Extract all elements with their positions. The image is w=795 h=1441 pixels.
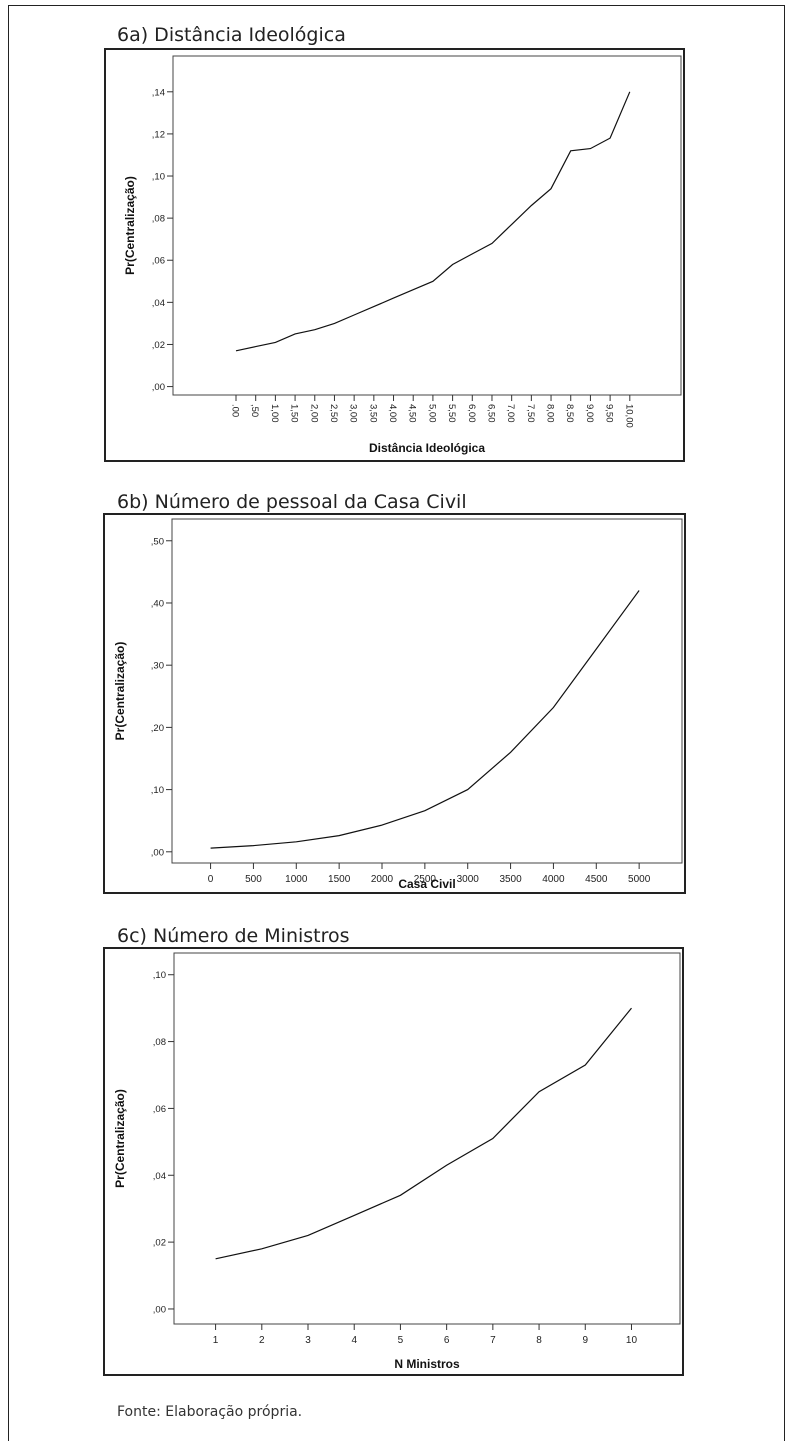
x-tick-label: 2 (259, 1335, 265, 1346)
figure-frame (8, 5, 785, 1441)
x-tick-label: 5,00 (426, 404, 437, 423)
plot-area (173, 952, 681, 1325)
x-tick-label: 10 (626, 1335, 638, 1346)
x-tick-label: 9,00 (584, 404, 595, 423)
y-tick-label: ,10 (153, 970, 166, 981)
x-tick-label: 2,00 (308, 404, 319, 423)
x-tick-label: 3500 (499, 874, 522, 885)
y-axis-label: Pr(Centralização) (123, 176, 137, 275)
plot-area (171, 518, 683, 864)
chart-panel-6c: ,00 ,02 ,04 ,06 ,08 ,10 1 2 3 4 5 6 7 8 9 10 N Ministros… (103, 947, 684, 1376)
source-note: Fonte: Elaboração própria. (117, 1404, 303, 1420)
x-tick-label: ,50 (249, 404, 260, 417)
y-tick-label: ,50 (151, 536, 164, 547)
x-tick-label: 8 (536, 1335, 542, 1346)
x-tick-label: 5,50 (446, 404, 457, 423)
x-tick-label: 1 (213, 1335, 219, 1346)
x-tick-label: 9 (582, 1335, 588, 1346)
x-tick-label: 7 (490, 1335, 496, 1346)
x-tick-label: 0 (208, 874, 214, 885)
panel-title-6c: 6c) Número de Ministros (117, 925, 350, 947)
x-tick-label: 7,00 (505, 404, 516, 423)
chart-panel-6a: ,00 ,02 ,04 ,06 ,08 ,10 ,12 ,14 .00 ,50 1,00 1,50 2,… (104, 48, 685, 462)
series-line (235, 91, 631, 352)
x-tick-label: 4,00 (387, 404, 398, 423)
x-axis-label: N Ministros (394, 1357, 460, 1371)
x-tick-label: 2500 (414, 874, 437, 885)
y-tick-label: ,02 (152, 340, 165, 351)
x-axis-label: Distância Ideológica (369, 441, 485, 455)
panel-title-6a: 6a) Distância Ideológica (117, 24, 346, 46)
y-tick-label: ,30 (151, 661, 164, 672)
x-tick-label: 1,50 (289, 404, 300, 423)
y-tick-label: ,12 (152, 129, 165, 140)
y-tick-label: ,10 (151, 785, 164, 796)
y-tick-label: ,08 (153, 1037, 166, 1048)
y-tick-label: ,20 (151, 723, 164, 734)
x-axis-label: Casa Civil (398, 877, 455, 891)
chart-6a: ,00 ,02 ,04 ,06 ,08 ,10 ,12 ,14 .00 ,50 1,00 1,50 2,… (123, 55, 682, 455)
y-tick-label: ,10 (152, 172, 165, 183)
x-tick-label: 1000 (285, 874, 308, 885)
x-tick-label: 4000 (542, 874, 565, 885)
chart-panel-6b: ,00 ,10 ,20 ,30 ,40 ,50 0 500 1000 1500 2000 2500 30… (103, 513, 686, 894)
x-tick-label: 2000 (371, 874, 394, 885)
panel-title-6b: 6b) Número de pessoal da Casa Civil (117, 491, 467, 513)
x-tick-label: 4 (351, 1335, 357, 1346)
y-tick-label: ,00 (152, 382, 165, 393)
x-tick-label: 3000 (457, 874, 480, 885)
y-tick-label: ,40 (151, 598, 164, 609)
x-tick-label: 8,50 (564, 404, 575, 423)
x-tick-label: 3,50 (367, 404, 378, 423)
x-tick-label: 8,00 (545, 404, 556, 423)
x-tick-label: 5000 (628, 874, 651, 885)
x-tick-label: 4500 (585, 874, 608, 885)
x-tick-label: 6,00 (466, 404, 477, 423)
x-tick-label: 3 (305, 1335, 311, 1346)
chart-6c: ,00 ,02 ,04 ,06 ,08 ,10 1 2 3 4 5 6 7 8 9 10 N Ministros… (113, 952, 681, 1371)
y-tick-label: ,14 (152, 87, 165, 98)
x-tick-label: 6,50 (485, 404, 496, 423)
x-tick-label: 2,50 (328, 404, 339, 423)
y-tick-label: ,00 (151, 847, 164, 858)
x-tick-label: 3,00 (348, 404, 359, 423)
x-tick-label: 5 (398, 1335, 404, 1346)
y-axis-label: Pr(Centralização) (113, 642, 127, 741)
x-tick-label: 1500 (328, 874, 351, 885)
y-tick-label: ,06 (153, 1104, 166, 1115)
y-tick-label: ,06 (152, 256, 165, 267)
y-tick-label: ,08 (152, 214, 165, 225)
y-axis-label: Pr(Centralização) (113, 1089, 127, 1188)
chart-6b: ,00 ,10 ,20 ,30 ,40 ,50 0 500 1000 1500 2000 2500 30… (113, 518, 683, 891)
x-tick-label: 1,00 (269, 404, 280, 423)
x-tick-label: .00 (230, 404, 241, 417)
x-tick-label: 4,50 (407, 404, 418, 423)
series-line (210, 590, 640, 849)
x-tick-label: 500 (245, 874, 262, 885)
series-line (215, 1007, 632, 1260)
y-tick-label: ,04 (152, 298, 165, 309)
x-tick-label: 7,50 (525, 404, 536, 423)
y-tick-label: ,00 (153, 1304, 166, 1315)
x-tick-label: 9,50 (604, 404, 615, 423)
x-tick-label: 10,00 (623, 404, 634, 428)
plot-area (172, 55, 682, 396)
y-tick-label: ,02 (153, 1238, 166, 1249)
x-tick-label: 6 (444, 1335, 450, 1346)
y-tick-label: ,04 (153, 1171, 166, 1182)
